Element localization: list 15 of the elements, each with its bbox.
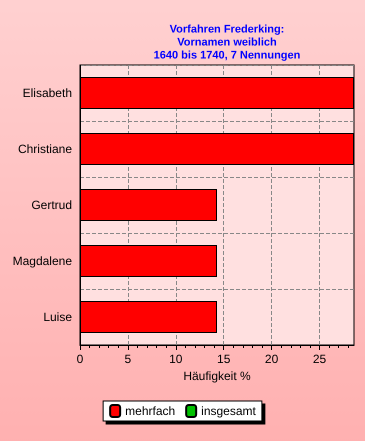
x-tick-label: 5 [124, 352, 132, 366]
y-tick-label: Christiane [18, 142, 72, 156]
y-tick-label: Magdalene [12, 254, 72, 268]
x-axis-title: Häufigkeit % [183, 368, 252, 383]
legend-label: insgesamt [201, 404, 257, 418]
x-tick-label: 25 [312, 352, 327, 366]
x-tick-label: 0 [76, 352, 84, 366]
chart-title: Vorfahren Frederking: Vornamen weiblich 1640 bis 1740, 7 Nennungen [154, 24, 301, 62]
legend-label: mehrfach [125, 404, 176, 418]
x-tick-label: 15 [217, 352, 231, 366]
x-tick-label: 10 [169, 352, 183, 366]
x-tick-label: 20 [264, 352, 279, 366]
y-tick-label: Gertrud [31, 198, 72, 212]
y-tick-label: Elisabeth [22, 86, 72, 100]
y-tick-label: Luise [43, 310, 72, 324]
